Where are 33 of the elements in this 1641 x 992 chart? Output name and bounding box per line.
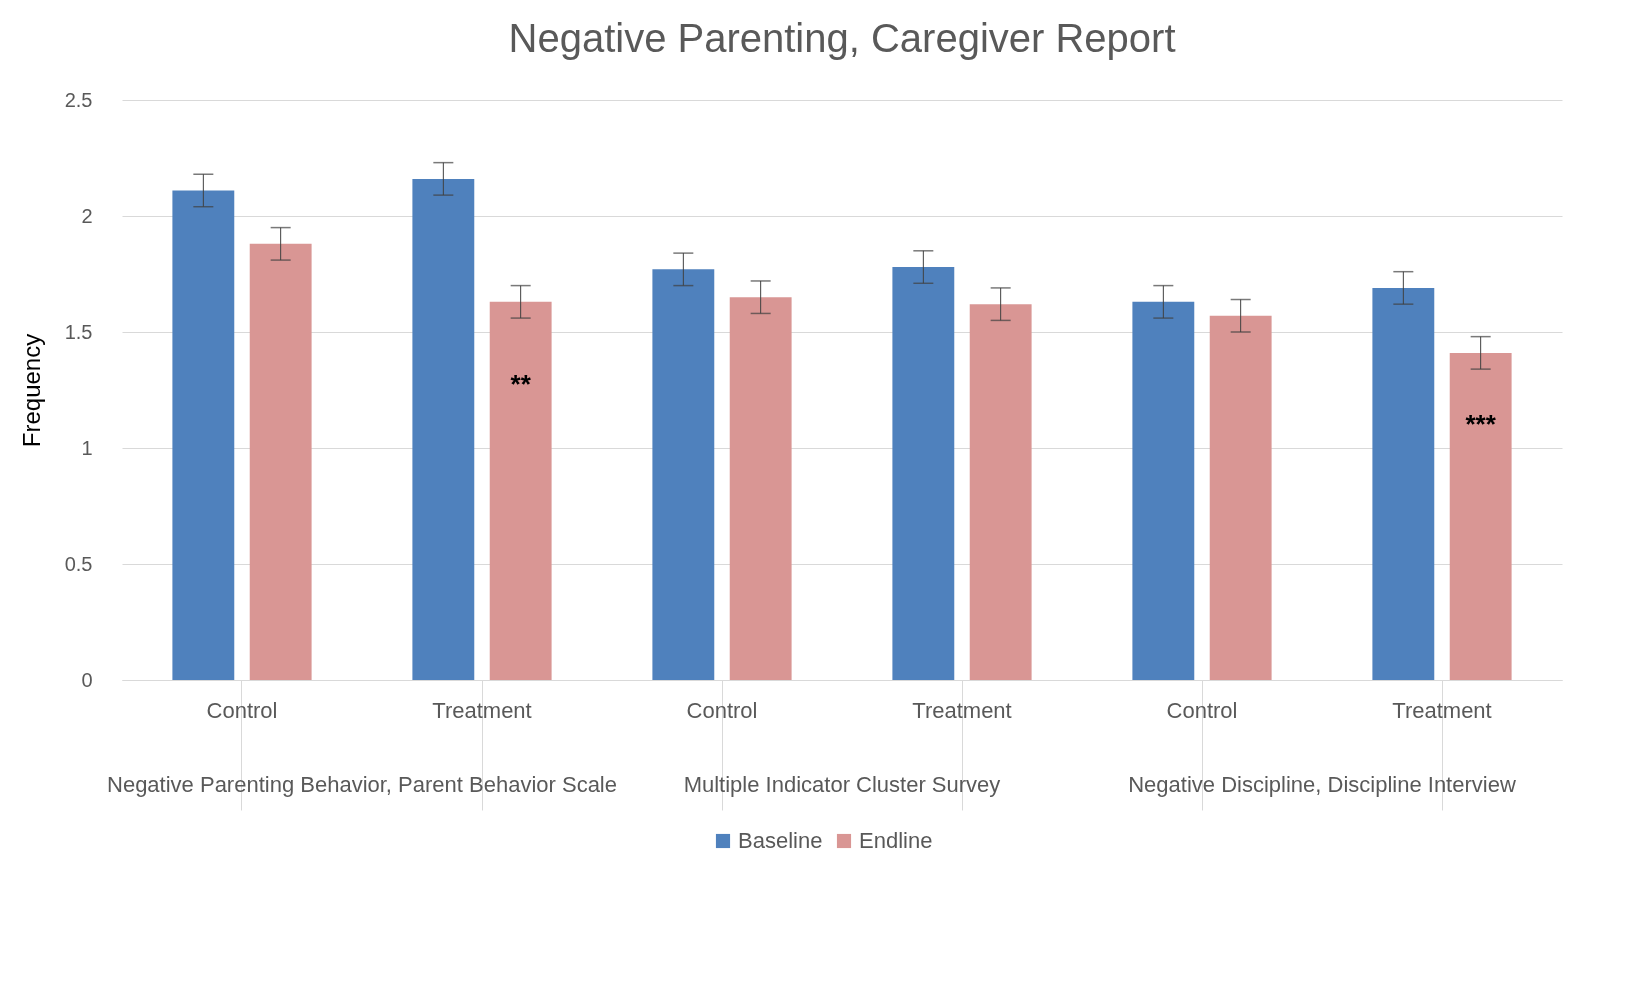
y-tick-label: 0 [81, 668, 93, 691]
bar [1449, 352, 1512, 680]
bar [892, 267, 955, 680]
bar [969, 304, 1032, 680]
text: Multiple Indicator Cluster Survey [683, 772, 1001, 797]
bar [489, 301, 552, 680]
text: Negative Discipline, Discipline Interview [1128, 772, 1516, 797]
x-tick-label: Control [1166, 697, 1238, 723]
bar [1372, 287, 1435, 680]
bar [412, 178, 475, 680]
y-tick-label: 1.5 [64, 320, 93, 343]
legend-label: Endline [859, 828, 933, 853]
bar [652, 269, 715, 680]
text: Negative Parenting Behavior, Parent Behavior Scale [107, 772, 617, 797]
bar [1132, 301, 1195, 680]
data-label: ** [510, 369, 532, 400]
bar [729, 297, 792, 680]
chart-title: Negative Parenting, Caregiver Report [508, 16, 1176, 60]
y-tick-label: 0.5 [64, 552, 93, 575]
y-tick-label: 2 [81, 204, 93, 227]
x-tick-label: Control [686, 697, 758, 723]
data-label: *** [1465, 408, 1497, 439]
y-tick-label: 1 [81, 436, 93, 459]
x-tick-label: Treatment [1392, 697, 1492, 723]
y-axis-title: Frequency [17, 333, 45, 448]
x-tick-label: Treatment [432, 697, 532, 723]
y-tick-label: 2.5 [64, 88, 93, 111]
bar [1209, 315, 1272, 680]
x-tick-label: Control [206, 697, 278, 723]
bar [249, 243, 312, 680]
x-tick-label: Treatment [912, 697, 1012, 723]
bar [172, 190, 235, 680]
legend-label: Baseline [738, 828, 823, 853]
